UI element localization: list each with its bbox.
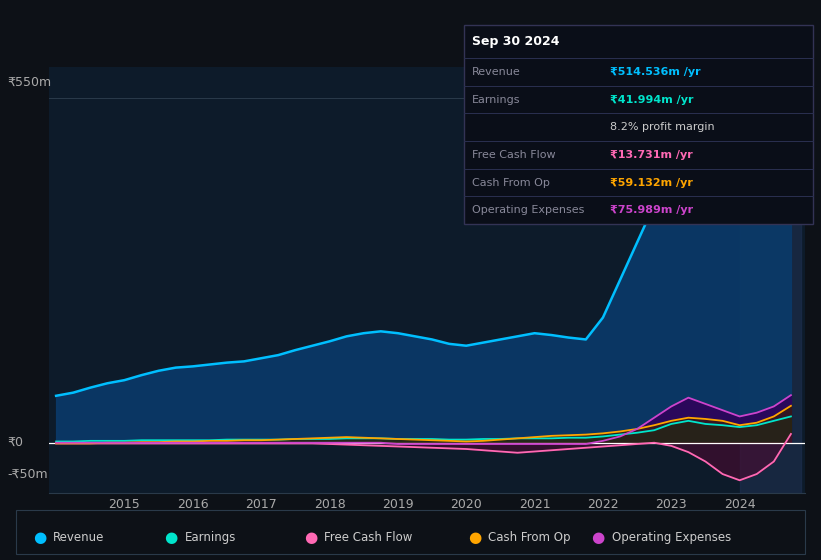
Text: Operating Expenses: Operating Expenses [472, 205, 585, 215]
Bar [740, 67, 801, 493]
Text: Sep 30 2024: Sep 30 2024 [472, 35, 560, 48]
Text: ●: ● [164, 530, 177, 545]
Text: ₹59.132m /yr: ₹59.132m /yr [610, 178, 693, 188]
Text: 8.2% profit margin: 8.2% profit margin [610, 122, 715, 132]
Text: ●: ● [468, 530, 481, 545]
Text: ●: ● [591, 530, 604, 545]
Text: Earnings: Earnings [185, 531, 236, 544]
Text: Free Cash Flow: Free Cash Flow [324, 531, 413, 544]
Text: ₹13.731m /yr: ₹13.731m /yr [610, 150, 693, 160]
Text: ₹514.536m /yr: ₹514.536m /yr [610, 67, 701, 77]
Text: Free Cash Flow: Free Cash Flow [472, 150, 556, 160]
Text: Revenue: Revenue [53, 531, 105, 544]
Text: ₹75.989m /yr: ₹75.989m /yr [610, 205, 694, 215]
Text: -₹50m: -₹50m [7, 468, 48, 480]
Text: Earnings: Earnings [472, 95, 521, 105]
Text: ●: ● [33, 530, 46, 545]
Text: ●: ● [304, 530, 317, 545]
Text: Revenue: Revenue [472, 67, 521, 77]
Text: Operating Expenses: Operating Expenses [612, 531, 731, 544]
Text: ₹0: ₹0 [7, 436, 24, 449]
Text: Cash From Op: Cash From Op [472, 178, 550, 188]
Text: Cash From Op: Cash From Op [488, 531, 571, 544]
Text: ₹550m: ₹550m [7, 76, 52, 88]
Text: ₹41.994m /yr: ₹41.994m /yr [610, 95, 694, 105]
